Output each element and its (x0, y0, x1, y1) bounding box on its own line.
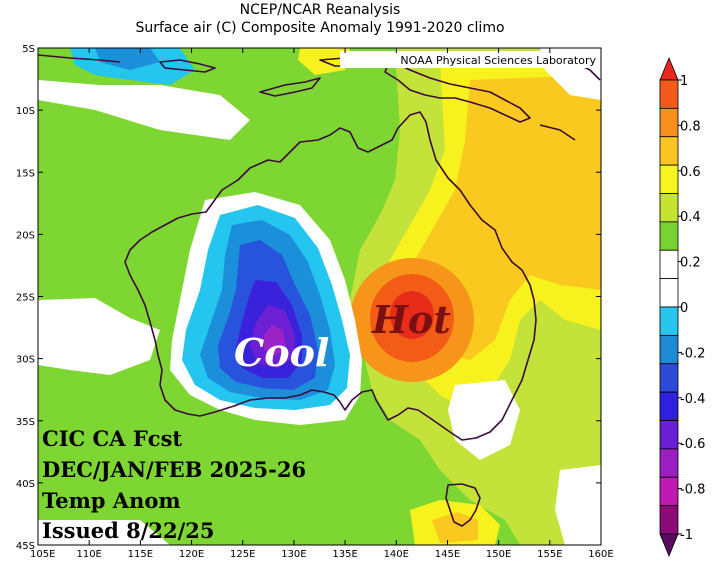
lon-tick-label: 130E (281, 549, 306, 560)
credit-box (340, 51, 598, 68)
forecast-line-1: CIC CA Fcst (42, 426, 182, 451)
anomaly-field (38, 48, 601, 545)
map-title-line2: Surface air (C) Composite Anomaly 1991-2… (135, 20, 505, 36)
lat-tick-label: 5S (22, 44, 35, 55)
lat-tick-label: 25S (16, 293, 35, 304)
coast-timor (259, 77, 321, 97)
lon-tick-label: 140E (384, 549, 409, 560)
coastlines (38, 54, 601, 527)
lat-tick-label: 10S (16, 106, 35, 117)
lon-tick-label: 145E (435, 549, 460, 560)
lat-tick-label: 20S (16, 230, 35, 241)
coast-tasmania (445, 483, 481, 527)
lon-tick-label: 155E (537, 549, 562, 560)
forecast-line-2: DEC/JAN/FEB 2025-26 (42, 457, 306, 482)
map-title-line1: NCEP/NCAR Reanalysis (239, 2, 401, 18)
field-cool-purple (264, 325, 286, 356)
credit-text: NOAA Physical Sciences Laboratory (400, 54, 596, 67)
field-white-west (38, 298, 160, 375)
lat-tick-label: 35S (16, 417, 35, 428)
field-gold-tasman (500, 165, 601, 285)
hot-label: Hot (371, 297, 451, 342)
coast-new-guinea (384, 59, 531, 123)
lon-tick-label: 150E (486, 549, 511, 560)
latitude-axis: 5S 10S 15S 20S 25S 30S 35S 40S 45S (16, 44, 601, 552)
lon-tick-label: 125E (230, 549, 255, 560)
lon-tick-label: 110E (76, 549, 101, 560)
lat-tick-label: 30S (16, 355, 35, 366)
field-white-southwest (38, 520, 170, 545)
lon-tick-label: 105E (30, 549, 55, 560)
coast-islands-west (159, 59, 216, 73)
longitude-axis: 105E 110E 115E 120E 125E 130E 135E 140E 145E 150E… (30, 48, 614, 560)
coast-java-edge (38, 54, 121, 63)
field-sky-north (95, 48, 160, 70)
lon-tick-label: 135E (332, 549, 357, 560)
lon-tick-label: 160E (588, 549, 613, 560)
lon-tick-label: 115E (128, 549, 153, 560)
forecast-note: CIC CA Fcst DEC/JAN/FEB 2025-26 Temp Ano… (42, 426, 306, 543)
coast-islands-east (539, 124, 576, 141)
lat-tick-label: 15S (16, 168, 35, 179)
field-hot-red (390, 291, 434, 339)
lat-tick-label: 40S (16, 479, 35, 490)
coast-australia (124, 111, 537, 441)
field-white-south (555, 465, 601, 545)
cool-label: Cool (234, 330, 329, 375)
lon-tick-label: 120E (179, 549, 204, 560)
forecast-line-4: Issued 8/22/25 (42, 518, 215, 543)
field-white-north (38, 80, 250, 140)
field-gold-south (432, 512, 478, 543)
forecast-line-3: Temp Anom (42, 488, 181, 513)
lat-tick-label: 45S (16, 541, 35, 552)
